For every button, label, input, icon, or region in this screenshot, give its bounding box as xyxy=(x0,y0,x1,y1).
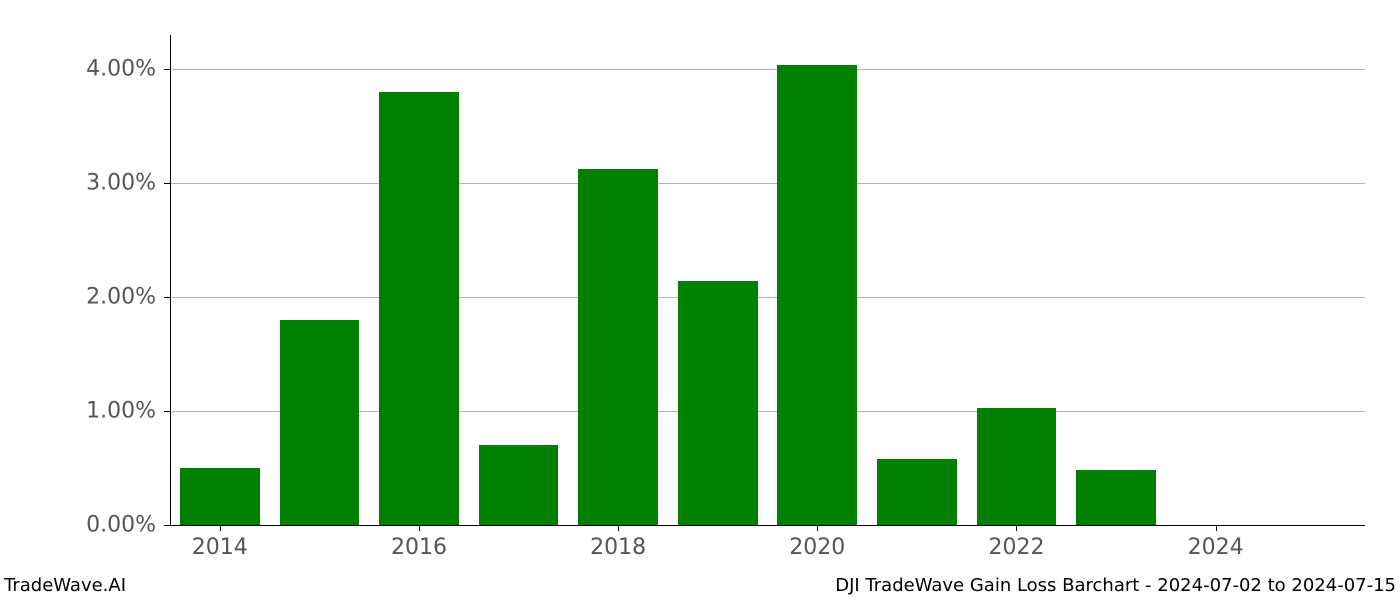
gridline xyxy=(170,297,1365,298)
xtick-mark xyxy=(817,525,818,531)
bar xyxy=(379,92,459,525)
x-axis-baseline xyxy=(170,525,1365,526)
chart-canvas: 0.00% 1.00% 2.00% 3.00% 4.00% 2014 2016 2018 202… xyxy=(0,0,1400,600)
bar xyxy=(280,320,360,525)
bar xyxy=(180,468,260,525)
bar xyxy=(1076,470,1156,525)
xtick-mark xyxy=(618,525,619,531)
ytick-label: 1.00% xyxy=(86,399,156,424)
xtick-label: 2022 xyxy=(988,535,1044,560)
ytick-label: 0.00% xyxy=(86,513,156,538)
bar xyxy=(977,408,1057,525)
bar xyxy=(877,459,957,525)
gridline xyxy=(170,69,1365,70)
footer-right-text: DJI TradeWave Gain Loss Barchart - 2024-… xyxy=(835,575,1396,596)
gridline xyxy=(170,183,1365,184)
xtick-mark xyxy=(220,525,221,531)
xtick-label: 2014 xyxy=(192,535,248,560)
xtick-label: 2016 xyxy=(391,535,447,560)
bar xyxy=(678,281,758,525)
xtick-label: 2024 xyxy=(1188,535,1244,560)
footer-left-text: TradeWave.AI xyxy=(4,575,126,596)
ytick-label: 3.00% xyxy=(86,171,156,196)
y-axis-spine xyxy=(170,35,171,525)
xtick-mark xyxy=(419,525,420,531)
ytick-label: 4.00% xyxy=(86,57,156,82)
bar xyxy=(578,169,658,525)
xtick-mark xyxy=(1216,525,1217,531)
ytick-label: 2.00% xyxy=(86,285,156,310)
xtick-label: 2020 xyxy=(789,535,845,560)
xtick-label: 2018 xyxy=(590,535,646,560)
plot-area: 0.00%1.00%2.00%3.00%4.00%201420162018202… xyxy=(170,35,1365,525)
bar xyxy=(479,445,559,525)
bar xyxy=(777,65,857,525)
xtick-mark xyxy=(1016,525,1017,531)
